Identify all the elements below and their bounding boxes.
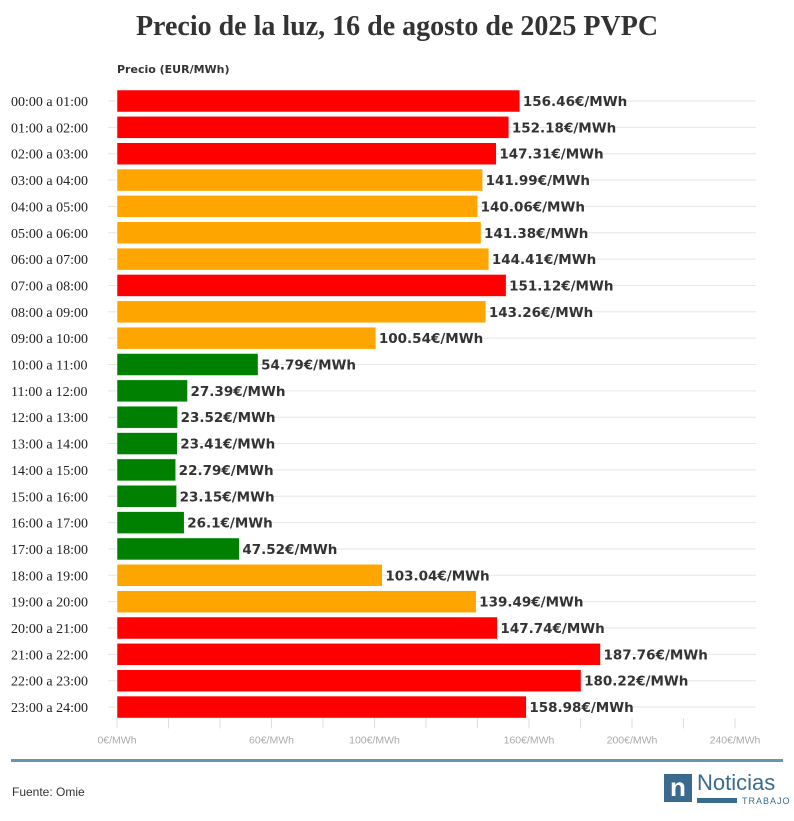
data-label: 23.52€/MWh xyxy=(181,410,276,426)
logo-bar xyxy=(697,798,737,803)
data-label: 144.41€/MWh xyxy=(492,252,596,268)
bar xyxy=(116,168,483,192)
data-label: 141.38€/MWh xyxy=(484,226,588,242)
category-label: 03:00 a 04:00 xyxy=(11,174,88,189)
data-label: 147.31€/MWh xyxy=(499,147,603,163)
category-label: 14:00 a 15:00 xyxy=(11,464,88,479)
category-label: 21:00 a 22:00 xyxy=(11,648,88,663)
data-label: 23.41€/MWh xyxy=(180,437,275,453)
chart-title: Precio de la luz, 16 de agosto de 2025 P… xyxy=(135,11,659,42)
data-label: 187.76€/MWh xyxy=(603,647,707,663)
category-label: 02:00 a 03:00 xyxy=(11,148,88,163)
logo-mark: n xyxy=(664,774,692,802)
data-label: 139.49€/MWh xyxy=(479,595,583,611)
data-label: 158.98€/MWh xyxy=(529,700,633,716)
bar xyxy=(116,405,178,429)
logo-sub: TRABAJO xyxy=(742,796,791,806)
bar xyxy=(116,695,527,719)
category-label: 10:00 a 11:00 xyxy=(11,359,87,374)
category-label: 01:00 a 02:00 xyxy=(11,121,88,136)
data-label: 143.26€/MWh xyxy=(489,305,593,321)
bar xyxy=(116,537,240,561)
data-label: 180.22€/MWh xyxy=(584,674,688,690)
category-label: 13:00 a 14:00 xyxy=(11,438,88,453)
category-label: 15:00 a 16:00 xyxy=(11,490,88,505)
bar xyxy=(116,195,478,218)
noticias-trabajo-logo: n Noticias TRABAJO xyxy=(664,770,790,808)
x-tick-label: 160€/MWh xyxy=(504,734,555,746)
category-label: 00:00 a 01:00 xyxy=(11,95,88,110)
category-label: 20:00 a 21:00 xyxy=(11,622,88,637)
data-label: 103.04€/MWh xyxy=(385,568,489,584)
data-label: 47.52€/MWh xyxy=(242,542,337,558)
bar xyxy=(116,669,582,692)
bar xyxy=(116,116,510,139)
y-axis-title: Precio (EUR/MWh) xyxy=(117,63,230,76)
divider xyxy=(11,759,783,762)
data-label: 140.06€/MWh xyxy=(481,199,585,215)
logo-word: Noticias xyxy=(697,770,776,795)
data-label: 54.79€/MWh xyxy=(261,358,356,374)
x-tick-label: 100€/MWh xyxy=(349,734,400,746)
category-label: 07:00 a 08:00 xyxy=(11,279,88,294)
category-label: 17:00 a 18:00 xyxy=(11,543,88,558)
bar xyxy=(116,89,521,113)
x-tick-label: 240€/MWh xyxy=(710,734,761,746)
data-label: 23.15€/MWh xyxy=(180,489,275,505)
category-label: 06:00 a 07:00 xyxy=(11,253,88,268)
data-label: 152.18€/MWh xyxy=(512,120,616,136)
bar-chart: 0€/MWh 60€/MWh 100€/MWh 160€/MWh 200€/MWh 240… xyxy=(11,63,761,746)
bar xyxy=(116,511,185,534)
bar xyxy=(116,300,487,324)
category-label: 16:00 a 17:00 xyxy=(11,517,88,532)
bar xyxy=(116,353,259,376)
data-label: 147.74€/MWh xyxy=(500,621,604,637)
x-tick-label: 0€/MWh xyxy=(97,734,136,746)
category-label: 05:00 a 06:00 xyxy=(11,227,88,242)
bar xyxy=(116,142,497,165)
data-label: 26.1€/MWh xyxy=(187,516,273,532)
category-label: 08:00 a 09:00 xyxy=(11,306,88,321)
category-label: 11:00 a 12:00 xyxy=(11,385,87,400)
category-label: 04:00 a 05:00 xyxy=(11,200,88,215)
category-label: 09:00 a 10:00 xyxy=(11,332,88,347)
data-label: 141.99€/MWh xyxy=(486,173,590,189)
bar xyxy=(116,326,377,350)
bar xyxy=(116,458,176,482)
bar xyxy=(116,564,383,587)
bar xyxy=(116,432,178,455)
data-label: 100.54€/MWh xyxy=(379,331,483,347)
x-tick-label: 60€/MWh xyxy=(249,734,294,746)
bar xyxy=(116,221,482,244)
bar xyxy=(116,485,177,508)
x-tick-label: 200€/MWh xyxy=(607,734,658,746)
data-label: 27.39€/MWh xyxy=(191,384,286,400)
category-label: 23:00 a 24:00 xyxy=(11,701,88,716)
source-note: Fuente: Omie xyxy=(12,785,85,799)
bar xyxy=(116,274,507,297)
bar xyxy=(116,616,498,640)
category-label: 22:00 a 23:00 xyxy=(11,675,88,690)
category-label: 19:00 a 20:00 xyxy=(11,596,88,611)
bar xyxy=(116,643,601,666)
bar xyxy=(116,379,188,403)
data-label: 156.46€/MWh xyxy=(523,94,627,110)
bar xyxy=(116,590,477,613)
category-label: 12:00 a 13:00 xyxy=(11,411,88,426)
bar xyxy=(116,247,490,271)
data-label: 22.79€/MWh xyxy=(179,463,274,479)
category-label: 18:00 a 19:00 xyxy=(11,569,88,584)
data-label: 151.12€/MWh xyxy=(509,278,613,294)
